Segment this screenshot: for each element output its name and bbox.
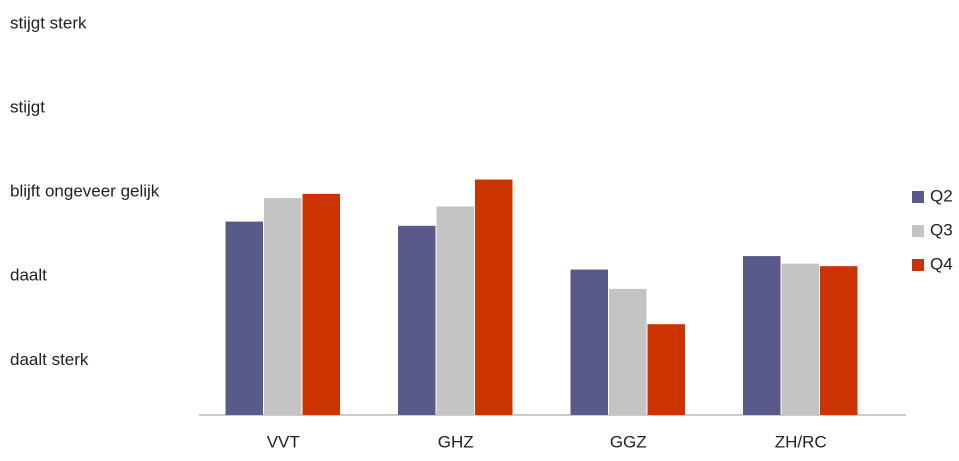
bar xyxy=(647,324,685,415)
legend-swatch xyxy=(912,259,924,271)
bar xyxy=(743,256,781,415)
bar xyxy=(820,266,858,415)
x-tick-label: GGZ xyxy=(610,432,647,451)
x-tick-label: VVT xyxy=(267,432,300,451)
y-tick-label: daalt sterk xyxy=(10,350,89,369)
y-tick-label: daalt xyxy=(10,266,47,285)
bar xyxy=(781,263,819,415)
x-tick-label: ZH/RC xyxy=(775,432,827,451)
bar xyxy=(398,225,436,415)
y-tick-label: stijgt sterk xyxy=(10,13,87,32)
legend-label: Q3 xyxy=(930,220,953,239)
bar xyxy=(609,288,647,415)
y-tick-label: blijft ongeveer gelijk xyxy=(10,182,160,201)
legend-label: Q4 xyxy=(930,254,953,273)
bar xyxy=(475,179,513,415)
bar xyxy=(264,198,302,415)
x-tick-label: GHZ xyxy=(438,432,474,451)
legend-swatch xyxy=(912,191,924,203)
bar xyxy=(570,269,608,415)
bar xyxy=(302,193,340,415)
legend-swatch xyxy=(912,225,924,237)
bar xyxy=(225,221,263,415)
y-tick-label: stijgt xyxy=(10,98,45,117)
bar xyxy=(436,206,474,415)
legend-label: Q2 xyxy=(930,186,953,205)
